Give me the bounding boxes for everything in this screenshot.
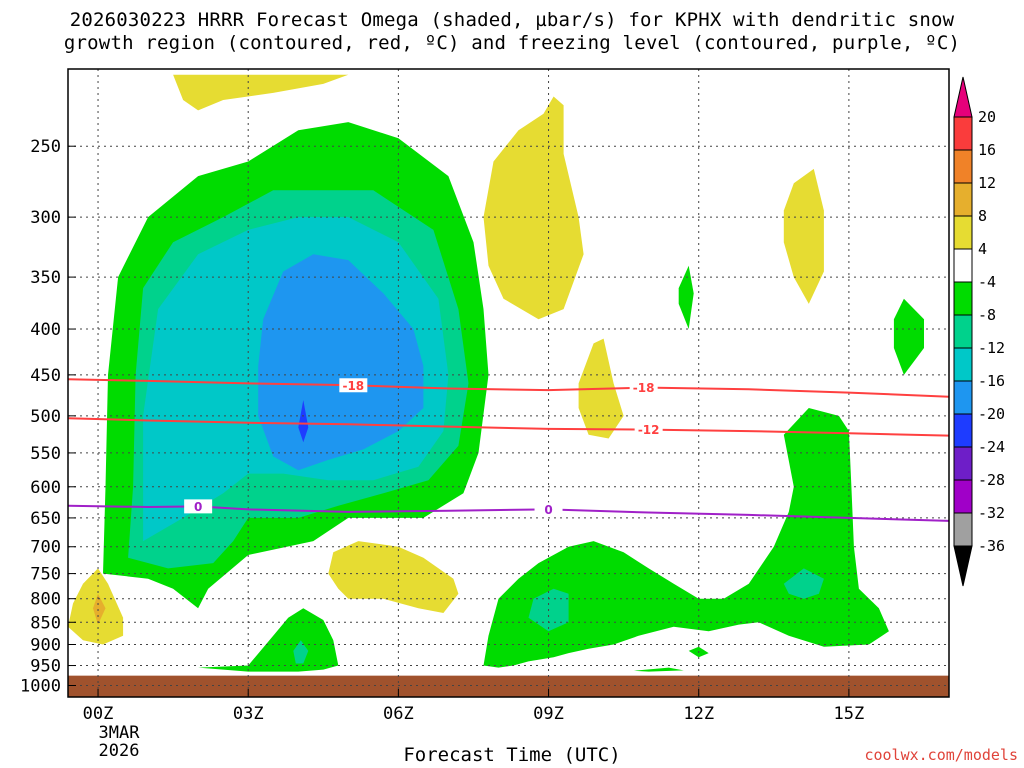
y-tick-label-400: 400 xyxy=(30,320,61,340)
contour-label-bg--12-0 xyxy=(634,422,663,437)
omega-region-11-level--4 xyxy=(893,298,924,375)
colorbar-label--16: -16 xyxy=(978,372,1005,390)
x-tick-label-15: 15Z xyxy=(834,704,865,724)
omega-region-4-level--20 xyxy=(298,400,309,443)
contour-label-bg-0-0 xyxy=(184,499,213,514)
y-tick-label-750: 750 xyxy=(30,565,61,585)
y-tick-label-350: 350 xyxy=(30,268,61,288)
contour-label--18-0: -18 xyxy=(342,379,364,393)
omega-region-9-level--8 xyxy=(293,640,309,664)
contour-line--18 xyxy=(68,378,949,398)
y-tick-label-250: 250 xyxy=(30,137,61,157)
colorbar-swatch-6 xyxy=(953,314,973,349)
y-tick-label-500: 500 xyxy=(30,407,61,427)
colorbar-swatch-10 xyxy=(953,446,973,481)
colorbar-label-12: 12 xyxy=(978,174,996,192)
y-tick-label-600: 600 xyxy=(30,478,61,498)
omega-region-7-level--8 xyxy=(783,568,824,599)
omega-region-20-level-12 xyxy=(93,593,106,625)
y-tick-label-700: 700 xyxy=(30,538,61,558)
colorbar-label--24: -24 xyxy=(978,438,1005,456)
omega-region-15-level-4 xyxy=(483,96,584,320)
contour-label-bg-0-1 xyxy=(534,502,563,517)
ground-surface xyxy=(68,675,949,697)
colorbar-swatch-11 xyxy=(953,479,973,514)
omega-shading xyxy=(68,74,924,672)
colorbar-swatch-2 xyxy=(953,182,973,217)
chart-title-line2: growth region (contoured, red, ºC) and f… xyxy=(63,32,961,54)
x-tick-label-0: 00Z xyxy=(83,704,114,724)
colorbar-swatch-3 xyxy=(953,215,973,250)
plot-frame xyxy=(67,68,950,698)
colorbar: 20 16 12 8 4 -4 -8 -12 -16 -20 -24 -28 -32 -36 xyxy=(953,76,1005,587)
y-tick-label-450: 450 xyxy=(30,366,61,386)
x-tick-label-3: 03Z xyxy=(233,704,264,724)
date-label-year: 2026 xyxy=(99,741,140,761)
colorbar-swatch-1 xyxy=(953,149,973,184)
y-tick-label-800: 800 xyxy=(30,590,61,610)
colorbar-swatch-9 xyxy=(953,413,973,448)
contour-label-bg--18-0 xyxy=(339,378,368,393)
colorbar-label-4: 4 xyxy=(978,240,987,258)
omega-region-3-level--16 xyxy=(258,254,424,471)
contour-label-bg--18-1 xyxy=(629,380,658,395)
omega-region-13-level--4 xyxy=(633,667,684,672)
y-tick-label-550: 550 xyxy=(30,444,61,464)
colorbar-label--8: -8 xyxy=(978,306,996,324)
y-tick-label-900: 900 xyxy=(30,636,61,656)
y-tick-label-1000: 1000 xyxy=(20,677,61,697)
date-label-month: 3MAR xyxy=(99,723,141,743)
contour-label--18-1: -18 xyxy=(633,381,655,395)
colorbar-label--28: -28 xyxy=(978,471,1005,489)
x-tick-label-6: 06Z xyxy=(383,704,414,724)
x-tick-label-12: 12Z xyxy=(683,704,714,724)
temperature-contours: -18 -18 -12 0 0 xyxy=(68,378,949,522)
colorbar-swatch-4 xyxy=(953,248,973,283)
chart-title-line1: 2026030223 HRRR Forecast Omega (shaded, … xyxy=(69,9,955,31)
omega-region-14-level-4 xyxy=(173,74,349,111)
colorbar-label--12: -12 xyxy=(978,339,1005,357)
colorbar-swatch-12 xyxy=(953,512,973,547)
omega-region-8-level--4 xyxy=(198,608,339,672)
colorbar-cap-bottom xyxy=(953,545,973,587)
contour-label-0-0: 0 xyxy=(194,500,202,514)
credit-link[interactable]: coolwx.com/models xyxy=(864,746,1018,764)
y-tick-label-850: 850 xyxy=(30,613,61,633)
contour-label--12-0: -12 xyxy=(638,423,660,437)
colorbar-swatch-8 xyxy=(953,380,973,415)
y-tick-label-650: 650 xyxy=(30,509,61,529)
omega-region-5-level--4 xyxy=(483,408,889,668)
contour-line-0 xyxy=(68,504,949,522)
colorbar-label--32: -32 xyxy=(978,504,1005,522)
y-tick-label-950: 950 xyxy=(30,657,61,677)
colorbar-cap-top xyxy=(953,76,973,118)
colorbar-label-16: 16 xyxy=(978,141,996,159)
colorbar-label--4: -4 xyxy=(978,273,996,291)
y-tick-label-300: 300 xyxy=(30,208,61,228)
omega-region-10-level--4 xyxy=(678,265,694,329)
colorbar-swatch-0 xyxy=(953,116,973,151)
contour-label-0-1: 0 xyxy=(544,503,552,517)
colorbar-swatch-7 xyxy=(953,347,973,382)
x-axis-title: Forecast Time (UTC) xyxy=(403,744,621,766)
omega-region-18-level-4 xyxy=(328,541,459,613)
omega-region-16-level-4 xyxy=(783,168,824,304)
colorbar-swatch-5 xyxy=(953,281,973,316)
colorbar-label-20: 20 xyxy=(978,108,996,126)
x-tick-label-9: 09Z xyxy=(533,704,564,724)
colorbar-label--20: -20 xyxy=(978,405,1005,423)
colorbar-label--36: -36 xyxy=(978,537,1005,555)
colorbar-label-8: 8 xyxy=(978,207,987,225)
contour-line--12 xyxy=(68,417,949,437)
x-axis: 00Z 03Z 06Z 09Z 12Z 15Z xyxy=(83,689,865,724)
y-axis: 250 300 350 400 450 500 550 600 650 700 750 800 850 9… xyxy=(20,137,76,697)
